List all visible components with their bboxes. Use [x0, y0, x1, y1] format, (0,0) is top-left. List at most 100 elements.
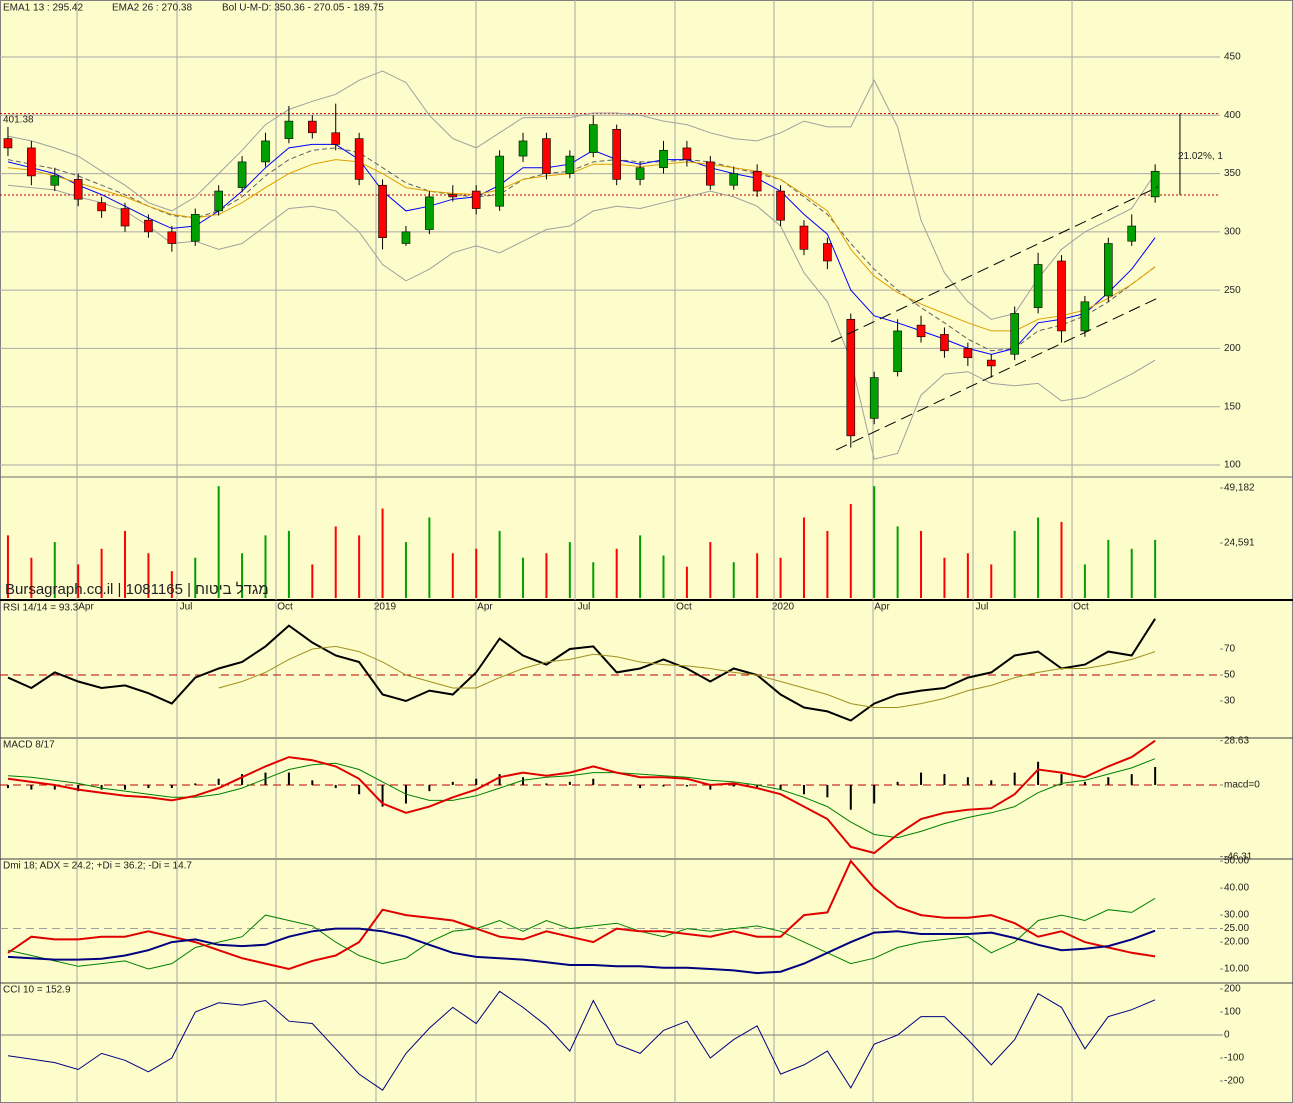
candle-body: [97, 202, 106, 212]
histogram-bar: [592, 778, 595, 785]
x-tick-label: Oct: [277, 602, 293, 613]
histogram-bar: [1107, 777, 1110, 785]
candle-body: [752, 170, 762, 192]
histogram-bar: [943, 774, 946, 785]
y-tick-label: 20.00: [1224, 937, 1249, 948]
volume-bar: [475, 548, 478, 599]
candle-body: [1010, 313, 1019, 355]
y-tick-label: -46.31: [1224, 851, 1253, 862]
histogram-bar: [217, 778, 220, 785]
histogram-bar: [615, 784, 618, 786]
y-tick-label: 50: [1224, 670, 1236, 681]
histogram-bar: [77, 784, 80, 792]
volume-bar: [685, 566, 688, 599]
volume-bar: [53, 542, 56, 599]
histogram-bar: [873, 784, 876, 804]
histogram-bar: [639, 784, 642, 789]
histogram-bar: [311, 780, 314, 785]
volume-bar: [990, 564, 993, 599]
histogram-bar: [568, 781, 571, 785]
histogram-bar: [475, 778, 478, 785]
reference-label: 401.38: [3, 114, 34, 125]
candle-body: [1080, 301, 1090, 332]
histogram-bar: [522, 777, 525, 785]
histogram-bar: [381, 784, 384, 807]
candle-body: [3, 138, 13, 149]
histogram-bar: [756, 784, 759, 789]
candle-body: [50, 175, 60, 186]
x-tick-label: Apr: [78, 602, 94, 613]
x-tick-label: Oct: [1073, 602, 1089, 613]
histogram-bar: [124, 784, 127, 790]
candle-body: [190, 214, 200, 242]
candle-body: [73, 179, 83, 200]
candle-body: [635, 167, 645, 180]
histogram-bar: [194, 783, 197, 785]
y-tick-label: 70: [1224, 644, 1236, 655]
volume-bar: [849, 504, 852, 599]
candle-body: [354, 138, 364, 180]
candle-body: [1150, 170, 1160, 198]
volume-bar: [1154, 539, 1157, 599]
legend-entry: EMA2 26 : 270.38: [112, 3, 192, 14]
histogram-bar: [849, 784, 852, 810]
y-tick-label: 25.00: [1224, 923, 1249, 934]
histogram-bar: [334, 784, 337, 789]
x-tick-label: Jul: [976, 602, 989, 613]
volume-bar: [381, 508, 384, 599]
histogram-bar: [147, 784, 150, 789]
y-tick-label: 100: [1224, 460, 1241, 471]
histogram-bar: [428, 784, 431, 792]
histogram-bar: [662, 784, 665, 787]
candle-body: [1057, 260, 1066, 332]
x-tick-label: Jul: [180, 602, 193, 613]
bollinger-lower: [7, 184, 1156, 460]
y-tick-label: 350: [1224, 168, 1241, 179]
histogram-bar: [826, 784, 829, 798]
candle-body: [471, 190, 481, 209]
candle-body: [869, 377, 879, 419]
y-tick-label: 450: [1224, 52, 1241, 63]
watermark: Bursagraph.co.il | 1081165 | מגדל ביטוח: [5, 581, 269, 598]
candle-body: [542, 138, 551, 174]
histogram-bar: [896, 781, 899, 785]
volume-bar: [30, 557, 33, 599]
candle-body: [612, 128, 621, 180]
candle-body: [495, 155, 504, 207]
y-tick-label: 100: [1224, 1007, 1241, 1018]
histogram-bar: [1037, 761, 1040, 785]
y-tick-label: 50.00: [1224, 856, 1249, 867]
candle-body: [425, 196, 434, 230]
y-tick-label: 40.00: [1224, 883, 1249, 894]
volume-bar: [662, 555, 665, 599]
x-tick-label: 2020: [772, 602, 795, 613]
indicator-line: [7, 897, 1156, 970]
volume-bar: [428, 517, 431, 599]
x-tick-label: 2019: [374, 602, 397, 613]
candle-body: [237, 161, 247, 188]
histogram-bar: [30, 784, 33, 790]
histogram-bar: [53, 784, 56, 790]
y-tick-label: 200: [1224, 343, 1241, 354]
indicator-line: [7, 927, 1156, 975]
volume-bar: [170, 571, 173, 599]
volume-bar: [709, 542, 712, 599]
y-tick-label: 300: [1224, 226, 1241, 237]
y-tick-label: 28.63: [1224, 735, 1249, 746]
volume-bar: [756, 553, 759, 599]
candle-body: [331, 132, 341, 145]
candle-body: [1127, 225, 1137, 242]
volume-bar: [592, 562, 595, 599]
y-tick-label: -200: [1224, 1076, 1244, 1087]
candle-body: [940, 334, 949, 352]
candle-body: [799, 225, 809, 250]
indicator-line: [7, 990, 1156, 1091]
histogram-bar: [498, 774, 501, 785]
bollinger-upper: [7, 70, 1156, 320]
histogram-bar: [1083, 781, 1086, 785]
y-tick-label: 400: [1224, 110, 1241, 121]
candle-body: [893, 330, 902, 373]
y-tick-label: 10.00: [1224, 964, 1249, 975]
candle-body: [144, 219, 153, 233]
candle-body: [1104, 243, 1113, 297]
